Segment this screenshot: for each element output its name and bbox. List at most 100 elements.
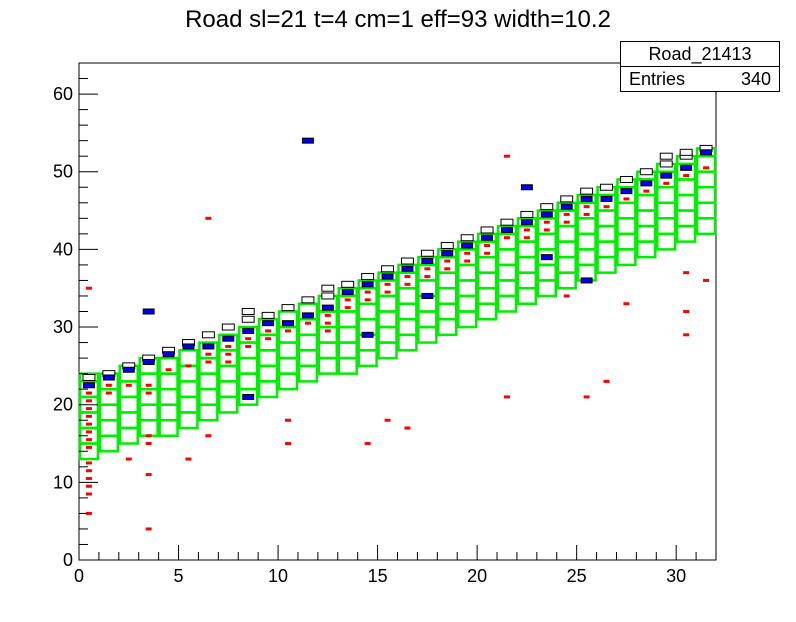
road-cell bbox=[377, 325, 398, 344]
road-cell bbox=[456, 294, 478, 313]
y-tick-label: 40 bbox=[53, 239, 73, 259]
road-cell bbox=[556, 224, 577, 243]
red-hit bbox=[683, 310, 690, 313]
road-cell bbox=[158, 372, 179, 391]
road-cell bbox=[437, 248, 458, 259]
blue-hit bbox=[82, 382, 95, 389]
red-hit bbox=[484, 243, 491, 247]
road-cell bbox=[238, 356, 259, 375]
red-hit bbox=[703, 166, 710, 170]
red-hit bbox=[364, 290, 371, 294]
red-hit bbox=[245, 337, 252, 341]
road-cell bbox=[476, 286, 498, 305]
red-hit bbox=[503, 236, 510, 240]
road-cell bbox=[337, 286, 358, 298]
red-hit bbox=[85, 445, 92, 449]
road-cell bbox=[656, 186, 677, 205]
road-cell bbox=[277, 325, 299, 344]
road-cell bbox=[357, 279, 378, 290]
red-hit bbox=[265, 329, 272, 333]
road-cell bbox=[437, 286, 458, 305]
x-tick-label: 25 bbox=[567, 566, 587, 586]
red-hit bbox=[85, 407, 92, 411]
road-cell bbox=[257, 349, 279, 368]
road-cell bbox=[417, 310, 438, 329]
axes-layer: 0 5 10 15 20 25 30 0 10 20 30 40 50 60 bbox=[53, 62, 717, 586]
road-cell bbox=[317, 325, 339, 344]
blue-hit bbox=[520, 184, 533, 191]
red-hit bbox=[145, 473, 152, 477]
blue-hit bbox=[560, 203, 573, 210]
blue-hit bbox=[600, 195, 613, 202]
outline-hit bbox=[261, 311, 275, 319]
red-hit bbox=[285, 418, 292, 422]
road-cell bbox=[198, 356, 219, 375]
blue-hit bbox=[301, 312, 314, 319]
road-cell bbox=[456, 279, 478, 298]
road-cell bbox=[695, 201, 717, 220]
red-hit bbox=[344, 298, 351, 302]
blue-hit bbox=[441, 250, 454, 257]
blue-hit bbox=[361, 281, 374, 288]
road-cell bbox=[636, 240, 657, 259]
road-cell bbox=[437, 302, 458, 321]
road-cell bbox=[675, 178, 697, 197]
red-hit bbox=[225, 360, 232, 364]
road-cell bbox=[277, 356, 299, 375]
road-cell bbox=[257, 364, 279, 383]
outline-hit bbox=[679, 148, 693, 156]
blue-hit bbox=[640, 180, 653, 187]
road-cell bbox=[576, 248, 597, 267]
red-hit bbox=[623, 302, 630, 306]
red-hit bbox=[444, 267, 451, 271]
red-hit bbox=[85, 399, 92, 403]
x-tick-label: 0 bbox=[74, 566, 84, 586]
road-cell bbox=[556, 209, 577, 228]
red-hit bbox=[285, 329, 292, 333]
outline-hit bbox=[619, 175, 633, 183]
road-cell bbox=[158, 403, 179, 422]
red-hit bbox=[464, 251, 471, 255]
road-cell bbox=[218, 380, 239, 399]
red-hit bbox=[85, 430, 92, 434]
road-cell bbox=[636, 209, 657, 228]
outline-hit bbox=[281, 304, 295, 312]
outline-hit bbox=[420, 249, 434, 257]
red-hit bbox=[663, 181, 670, 185]
road-cell bbox=[377, 341, 398, 360]
road-cell bbox=[357, 286, 378, 305]
road-cell bbox=[576, 217, 597, 236]
chart-title: Road sl=21 t=4 cm=1 eff=93 width=10.2 bbox=[185, 6, 611, 33]
road-cell bbox=[417, 255, 438, 267]
road-cell bbox=[556, 271, 577, 290]
y-tick-label: 10 bbox=[53, 472, 73, 492]
red-hit bbox=[404, 275, 411, 279]
blue-hit bbox=[580, 195, 593, 202]
road-cell bbox=[118, 395, 139, 414]
road-cell bbox=[456, 248, 478, 267]
road-cell bbox=[596, 224, 617, 243]
road-cell bbox=[218, 364, 239, 383]
outline-hit bbox=[201, 331, 215, 339]
road-cell bbox=[98, 418, 120, 437]
road-cell bbox=[98, 387, 120, 406]
red-hit bbox=[85, 414, 92, 418]
road-cell bbox=[496, 279, 518, 298]
outline-hit bbox=[82, 374, 96, 382]
red-hit bbox=[623, 197, 630, 201]
road-cell bbox=[536, 279, 557, 298]
outline-hit bbox=[480, 226, 494, 234]
stats-entries-label: Entries bbox=[629, 69, 686, 89]
red-hit bbox=[85, 492, 92, 496]
red-hit bbox=[444, 259, 451, 263]
y-tick-label: 60 bbox=[53, 84, 73, 104]
outline-hit bbox=[381, 265, 395, 273]
road-cell bbox=[277, 341, 299, 360]
x-tick-label: 5 bbox=[174, 566, 184, 586]
blue-hit bbox=[361, 331, 374, 338]
road-cell bbox=[675, 224, 697, 243]
road-cell bbox=[596, 240, 617, 259]
red-hit bbox=[424, 275, 431, 279]
blue-hit bbox=[540, 254, 553, 261]
red-hit bbox=[583, 395, 590, 399]
